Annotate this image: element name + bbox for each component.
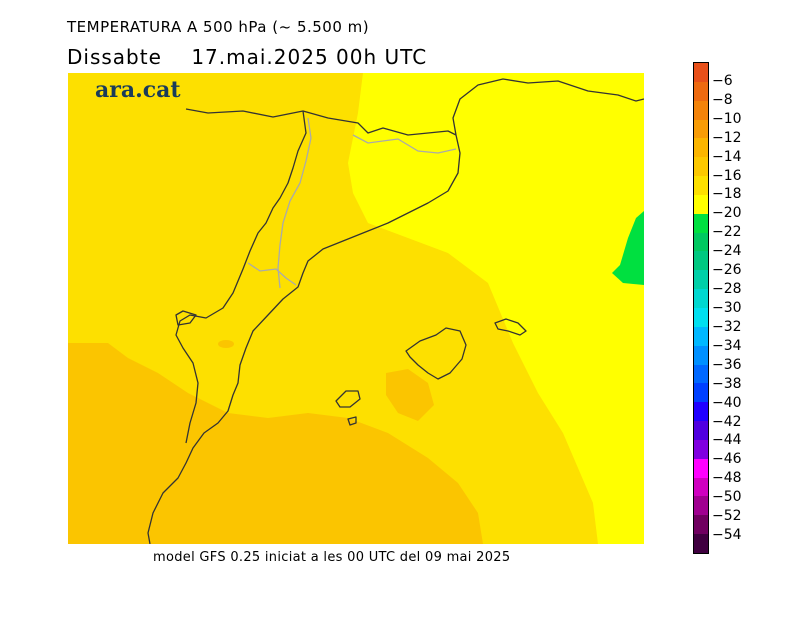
colorbar-swatch: [694, 326, 708, 346]
colorbar-label: −36: [712, 356, 742, 373]
field-minus18: [348, 73, 644, 544]
colorbar-label: −44: [712, 432, 742, 449]
colorbar-labels: −6 −8 −10 −12 −14 −16 −18 −20 −22 −24 −26 −28 −30 −32…: [712, 62, 792, 554]
colorbar-label: −48: [712, 470, 742, 487]
colorbar-swatch: [694, 515, 708, 535]
colorbar-swatch: [694, 81, 708, 101]
field-minus14-spot: [218, 340, 234, 348]
colorbar-label: −32: [712, 318, 742, 335]
colorbar-label: −34: [712, 337, 742, 354]
colorbar-label: −40: [712, 394, 742, 411]
colorbar-swatch: [694, 157, 708, 177]
colorbar-label: −38: [712, 375, 742, 392]
colorbar-swatch: [694, 421, 708, 440]
model-run-info: model GFS 0.25 iniciat a les 00 UTC del …: [153, 550, 511, 565]
colorbar-swatch: [694, 194, 708, 214]
colorbar-swatch: [694, 138, 708, 158]
colorbar-label: −8: [712, 91, 733, 108]
colorbar-label: −22: [712, 224, 742, 241]
temperature-map: [68, 73, 644, 544]
colorbar-label: −12: [712, 129, 742, 146]
colorbar-swatch: [694, 100, 708, 120]
regional-borders: [247, 117, 457, 289]
valid-time: Dissabte 17.mai.2025 00h UTC: [67, 45, 428, 69]
temperature-colorbar: [693, 62, 709, 554]
colorbar-label: −6: [712, 72, 733, 89]
colorbar-swatch: [694, 251, 708, 271]
colorbar-label: −42: [712, 413, 742, 430]
colorbar-swatch: [694, 270, 708, 290]
colorbar-label: −52: [712, 508, 742, 525]
field-minus14: [68, 343, 483, 544]
colorbar-swatch: [694, 232, 708, 252]
colorbar-swatch: [694, 496, 708, 516]
ara-cat-logo: ara.cat: [95, 77, 181, 103]
colorbar-swatch: [694, 176, 708, 195]
colorbar-swatch: [694, 345, 708, 365]
colorbar-swatch: [694, 477, 708, 497]
colorbar-swatch: [694, 63, 708, 82]
colorbar-swatch: [694, 439, 708, 459]
colorbar-swatch: [694, 364, 708, 384]
colorbar-label: −10: [712, 110, 742, 127]
colorbar-swatch: [694, 289, 708, 308]
colorbar-label: −18: [712, 186, 742, 203]
colorbar-swatch: [694, 307, 708, 327]
field-minus14-blob: [386, 369, 434, 421]
colorbar-label: −54: [712, 527, 742, 544]
colorbar-swatch: [694, 458, 708, 478]
colorbar-swatch: [694, 402, 708, 422]
colorbar-swatch: [694, 534, 708, 553]
colorbar-label: −26: [712, 262, 742, 279]
colorbar-label: −16: [712, 167, 742, 184]
colorbar-label: −46: [712, 451, 742, 468]
coastlines: [147, 78, 644, 544]
colorbar-label: −50: [712, 489, 742, 506]
colorbar-label: −14: [712, 148, 742, 165]
colorbar-label: −24: [712, 243, 742, 260]
colorbar-label: −28: [712, 281, 742, 298]
field-minus20: [612, 211, 644, 285]
colorbar-swatch: [694, 383, 708, 403]
colorbar-label: −20: [712, 205, 742, 222]
colorbar-label: −30: [712, 300, 742, 316]
colorbar-swatch: [694, 213, 708, 233]
chart-title: TEMPERATURA A 500 hPa (~ 5.500 m): [67, 18, 370, 36]
colorbar-swatch: [694, 119, 708, 139]
